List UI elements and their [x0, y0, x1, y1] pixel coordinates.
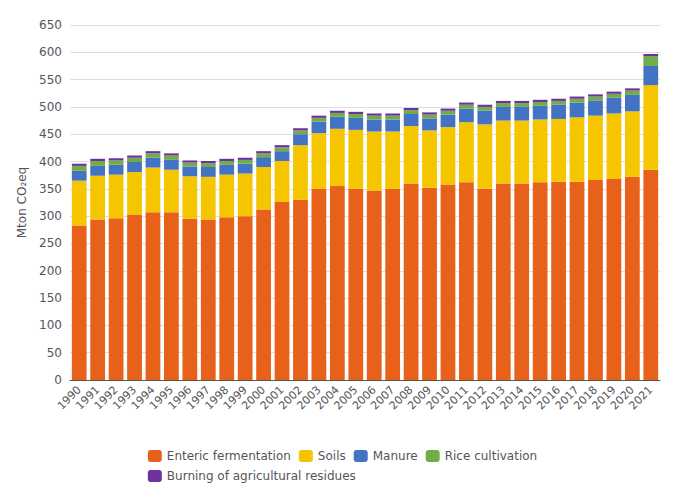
svg-text:650: 650	[39, 18, 62, 32]
svg-text:1998: 1998	[202, 383, 232, 413]
svg-text:400: 400	[39, 155, 62, 169]
svg-text:2021: 2021	[626, 383, 655, 412]
svg-text:1995: 1995	[147, 383, 176, 413]
svg-text:Mton CO₂eq: Mton CO₂eq	[15, 167, 29, 238]
svg-text:550: 550	[39, 73, 62, 87]
svg-text:Enteric fermentation: Enteric fermentation	[167, 449, 291, 463]
svg-text:0: 0	[54, 373, 62, 387]
svg-text:2013: 2013	[478, 383, 508, 413]
svg-text:100: 100	[39, 318, 62, 332]
svg-text:1996: 1996	[165, 383, 195, 413]
svg-text:2014: 2014	[497, 383, 527, 413]
svg-text:50: 50	[47, 346, 62, 360]
svg-text:1999: 1999	[220, 383, 250, 413]
svg-text:2018: 2018	[571, 383, 601, 413]
svg-text:Burning of agricultural residu: Burning of agricultural residues	[167, 469, 356, 483]
svg-text:2012: 2012	[460, 383, 490, 413]
svg-text:1993: 1993	[110, 383, 140, 413]
svg-text:2009: 2009	[405, 383, 435, 413]
svg-text:450: 450	[39, 127, 62, 141]
svg-text:Soils: Soils	[318, 449, 346, 463]
svg-text:2020: 2020	[608, 383, 637, 413]
svg-text:2006: 2006	[349, 383, 379, 413]
svg-text:2011: 2011	[442, 383, 471, 413]
svg-text:2001: 2001	[257, 383, 287, 413]
svg-text:2010: 2010	[423, 383, 453, 413]
svg-text:Rice cultivation: Rice cultivation	[445, 449, 537, 463]
svg-text:2002: 2002	[276, 383, 306, 413]
svg-text:300: 300	[39, 209, 62, 223]
svg-text:2000: 2000	[239, 383, 269, 413]
svg-text:2019: 2019	[589, 383, 619, 413]
svg-text:2004: 2004	[313, 383, 342, 413]
svg-text:2015: 2015	[515, 383, 545, 413]
svg-text:1992: 1992	[91, 383, 121, 413]
svg-text:1991: 1991	[73, 383, 103, 413]
svg-text:250: 250	[39, 236, 62, 250]
svg-text:Manure: Manure	[373, 449, 418, 463]
svg-text:2003: 2003	[294, 383, 324, 413]
svg-text:2005: 2005	[331, 383, 361, 413]
svg-text:2016: 2016	[534, 383, 564, 413]
svg-text:2017: 2017	[552, 383, 582, 413]
svg-text:500: 500	[39, 100, 62, 114]
svg-text:150: 150	[39, 291, 62, 305]
svg-text:1990: 1990	[54, 383, 84, 413]
svg-text:350: 350	[39, 182, 62, 196]
svg-text:200: 200	[39, 264, 62, 278]
svg-text:600: 600	[39, 45, 62, 59]
svg-text:2008: 2008	[386, 383, 416, 413]
svg-text:1994: 1994	[128, 383, 158, 413]
svg-text:2007: 2007	[368, 383, 398, 413]
svg-text:1997: 1997	[183, 383, 213, 413]
